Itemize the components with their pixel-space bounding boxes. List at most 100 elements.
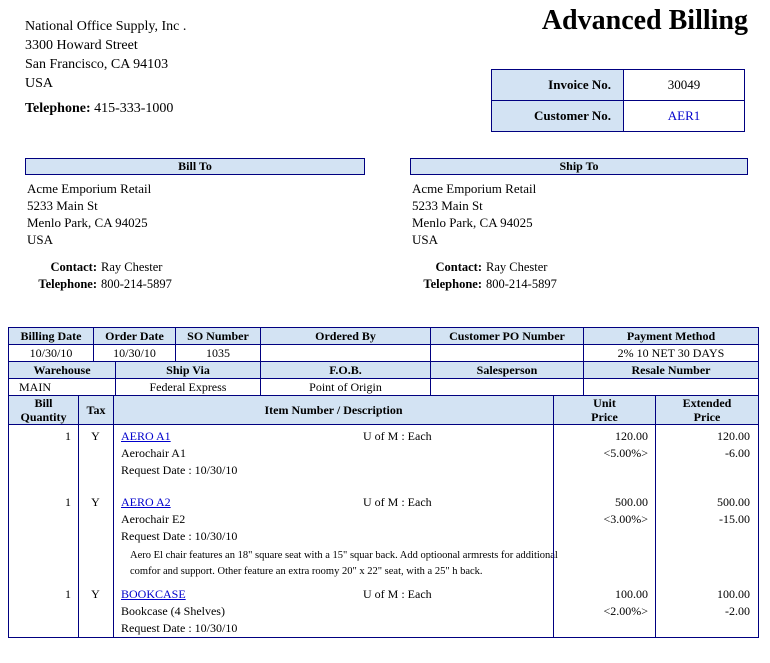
company-block: National Office Supply, Inc . 3300 Howar… xyxy=(25,17,186,118)
tax-header: Tax xyxy=(78,395,114,425)
item-discount-amt: -15.00 xyxy=(719,512,750,526)
bill-to-contact-label: Contact: xyxy=(50,260,97,274)
item-uom: U of M : Each xyxy=(363,495,432,509)
customer-po-header: Customer PO Number xyxy=(430,327,584,345)
item-quantity: 1 xyxy=(65,429,71,443)
bill-to-address: Acme Emporium Retail 5233 Main St Menlo … xyxy=(27,180,151,248)
item-extended-price: 500.00 xyxy=(717,495,750,509)
invoice-no-label: Invoice No. xyxy=(491,69,624,101)
extended-price-header-bottom: Price xyxy=(693,410,721,424)
item-uom: U of M : Each xyxy=(363,587,432,601)
item-comment: Aero El chair features an 18" square sea… xyxy=(130,550,558,577)
ship-to-contact-block: Contact: Ray Chester Telephone: 800-214-58… xyxy=(410,259,557,293)
item-discount-line: Bookcase (4 Shelves) <2.00%> -2.00 xyxy=(10,603,758,620)
extended-price-header: Extended Price xyxy=(655,395,759,425)
line-item-2: 1 Y AERO A2 U of M : Each 500.00 500.00 xyxy=(10,494,758,580)
bill-quantity-header-bottom: Quantity xyxy=(20,410,67,424)
item-discount-amt: -2.00 xyxy=(725,604,750,618)
item-description: Bookcase (4 Shelves) xyxy=(121,604,225,618)
item-request-line: Request Date : 10/30/10 xyxy=(10,528,758,545)
order-info-table-row2: Warehouse Ship Via F.O.B. Salesperson Re… xyxy=(8,361,759,396)
order-date-value: 10/30/10 xyxy=(93,344,176,362)
line-items-body: 1 Y AERO A1 U of M : Each 120.00 120.00 xyxy=(8,424,759,638)
item-tax-flag: Y xyxy=(91,587,100,601)
order-info-table-row1: Billing Date Order Date SO Number Ordere… xyxy=(8,327,759,362)
ship-via-header: Ship Via xyxy=(115,361,261,379)
salesperson-header: Salesperson xyxy=(430,361,584,379)
resale-number-value xyxy=(583,378,759,396)
ship-to-contact-value: Ray Chester xyxy=(486,260,548,274)
item-number-link[interactable]: AERO A1 xyxy=(121,429,171,443)
company-phone-value: 415-333-1000 xyxy=(94,101,174,116)
item-request-line: Request Date : 10/30/10 xyxy=(10,620,758,637)
so-number-header: SO Number xyxy=(175,327,261,345)
item-number-cell: AERO A1 U of M : Each xyxy=(113,428,553,445)
bill-to-name: Acme Emporium Retail xyxy=(27,181,152,196)
item-quantity: 1 xyxy=(65,587,71,601)
report-title: Advanced Billing xyxy=(541,5,748,36)
item-main-line: 1 Y AERO A2 U of M : Each 500.00 500.00 xyxy=(10,494,758,511)
item-extended-price: 120.00 xyxy=(717,429,750,443)
item-unit-price: 500.00 xyxy=(615,495,648,509)
ship-to-contact-label: Contact: xyxy=(435,260,482,274)
so-number-value: 1035 xyxy=(175,344,261,362)
resale-number-header: Resale Number xyxy=(583,361,759,379)
company-address-line1: 3300 Howard Street xyxy=(25,38,138,53)
warehouse-header: Warehouse xyxy=(8,361,116,379)
line-items-header-row: Bill Quantity Tax Item Number / Descript… xyxy=(8,395,759,425)
item-description: Aerochair A1 xyxy=(121,446,186,460)
item-request-date: Request Date : 10/30/10 xyxy=(121,529,238,543)
item-discount-pct: <3.00%> xyxy=(603,512,648,526)
ordered-by-header: Ordered By xyxy=(260,327,431,345)
salesperson-value xyxy=(430,378,584,396)
company-address-line2: San Francisco, CA 94103 xyxy=(25,57,169,72)
customer-no-value[interactable]: AER1 xyxy=(623,100,745,132)
ship-to-phone-line: Telephone: 800-214-5897 xyxy=(410,276,556,293)
invoice-number-row: Invoice No. 30049 xyxy=(491,69,745,101)
line-item-3: 1 Y BOOKCASE U of M : Each 100.00 100.00 xyxy=(10,586,758,637)
ship-to-name: Acme Emporium Retail xyxy=(412,181,537,196)
bill-to-header-bar: Bill To xyxy=(25,158,365,175)
extended-price-header-top: Extended xyxy=(682,396,732,411)
bill-to-phone-line: Telephone: 800-214-5897 xyxy=(25,276,171,293)
line-items-area: 1 Y AERO A1 U of M : Each 120.00 120.00 xyxy=(10,425,758,637)
fob-header: F.O.B. xyxy=(260,361,431,379)
invoice-number-box: Invoice No. 30049 Customer No. AER1 xyxy=(491,69,745,132)
unit-price-header: Unit Price xyxy=(553,395,656,425)
company-name: National Office Supply, Inc . xyxy=(25,19,187,34)
fob-value: Point of Origin xyxy=(260,378,431,396)
item-tax-flag: Y xyxy=(91,429,100,443)
customer-po-value xyxy=(430,344,584,362)
item-description: Aerochair E2 xyxy=(121,512,186,526)
item-discount-pct: <2.00%> xyxy=(603,604,648,618)
item-number-link[interactable]: BOOKCASE xyxy=(121,587,186,601)
company-phone-line: Telephone: 415-333-1000 xyxy=(25,99,186,118)
ship-to-country: USA xyxy=(412,232,439,247)
item-request-date: Request Date : 10/30/10 xyxy=(121,463,238,477)
order-value-row1: 10/30/10 10/30/10 1035 2% 10 NET 30 DAYS xyxy=(8,344,759,362)
ship-to-address: Acme Emporium Retail 5233 Main St Menlo … xyxy=(412,180,536,248)
bill-to-country: USA xyxy=(27,232,54,247)
column-divider-tax xyxy=(113,425,114,637)
item-description-header: Item Number / Description xyxy=(113,395,554,425)
bill-to-phone-label: Telephone: xyxy=(38,277,97,291)
ship-to-contact-line: Contact: Ray Chester xyxy=(410,259,557,276)
item-unit-price: 100.00 xyxy=(615,587,648,601)
order-header-row1: Billing Date Order Date SO Number Ordere… xyxy=(8,327,759,345)
line-items-table: Bill Quantity Tax Item Number / Descript… xyxy=(8,395,759,638)
item-request-date: Request Date : 10/30/10 xyxy=(121,621,238,635)
item-number-link[interactable]: AERO A2 xyxy=(121,495,171,509)
item-discount-line: Aerochair E2 <3.00%> -15.00 xyxy=(10,511,758,528)
payment-method-header: Payment Method xyxy=(583,327,759,345)
line-items-body-row: 1 Y AERO A1 U of M : Each 120.00 120.00 xyxy=(8,424,759,638)
ship-to-header-bar: Ship To xyxy=(410,158,748,175)
unit-price-header-bottom: Price xyxy=(591,410,618,424)
column-divider-desc xyxy=(553,425,554,637)
company-address-line3: USA xyxy=(25,76,54,91)
warehouse-value: MAIN xyxy=(8,378,116,396)
bill-to-contact-line: Contact: Ray Chester xyxy=(25,259,172,276)
item-discount-amt: -6.00 xyxy=(725,446,750,460)
item-discount-line: Aerochair A1 <5.00%> -6.00 xyxy=(10,445,758,462)
ship-to-street: 5233 Main St xyxy=(412,198,483,213)
